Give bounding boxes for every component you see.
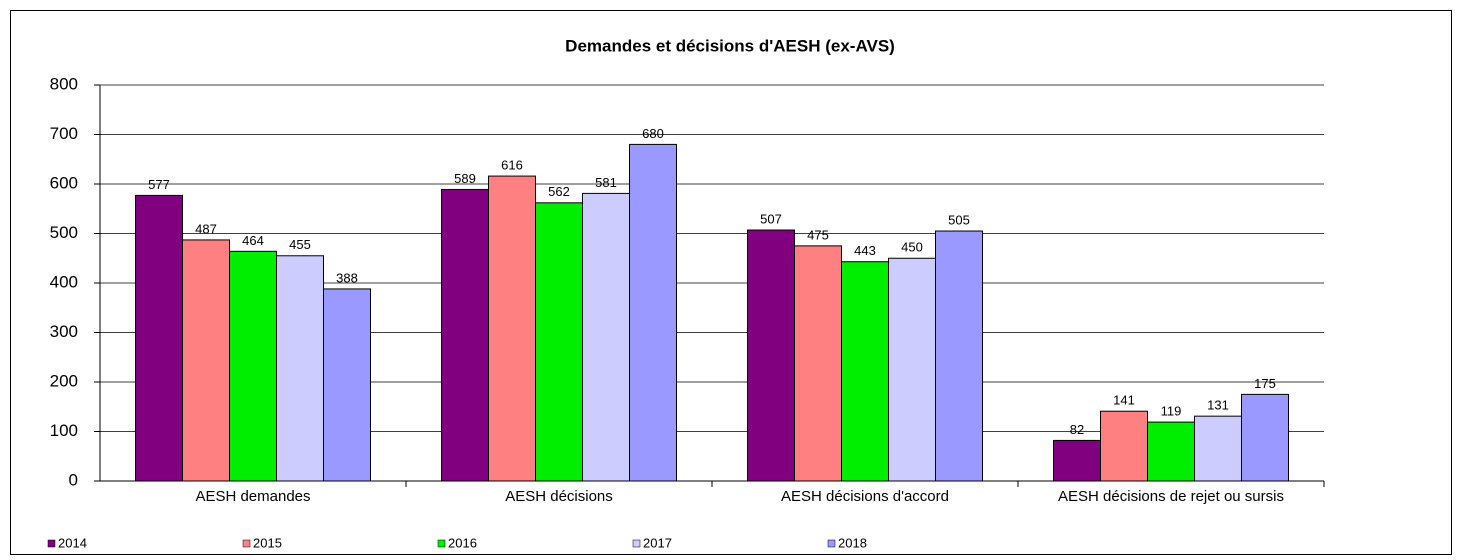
bar bbox=[135, 194, 183, 482]
legend-swatch bbox=[437, 539, 446, 548]
legend-swatch bbox=[827, 539, 836, 548]
x-tick-label: AESH décisions de rejet ou sursis bbox=[1058, 488, 1284, 505]
y-tick-label: 200 bbox=[50, 371, 78, 390]
data-label: 131 bbox=[1207, 398, 1229, 413]
bar bbox=[794, 245, 842, 482]
bar bbox=[441, 188, 489, 482]
bar bbox=[1241, 393, 1289, 482]
data-label: 455 bbox=[289, 237, 311, 252]
data-label: 450 bbox=[901, 240, 923, 255]
bar bbox=[488, 175, 536, 482]
data-label: 388 bbox=[336, 270, 358, 285]
bar bbox=[582, 192, 630, 482]
legend-label: 2014 bbox=[58, 535, 87, 550]
bar bbox=[276, 255, 324, 482]
data-label: 616 bbox=[501, 158, 523, 173]
bar bbox=[1194, 415, 1242, 482]
bar bbox=[1147, 421, 1195, 482]
bar bbox=[535, 202, 583, 482]
data-label: 475 bbox=[807, 227, 829, 242]
legend-swatch bbox=[47, 539, 56, 548]
legend-label: 2016 bbox=[448, 535, 477, 550]
y-tick-label: 700 bbox=[50, 124, 78, 143]
chart-title: Demandes et décisions d'AESH (ex-AVS) bbox=[565, 36, 895, 55]
y-tick-label: 300 bbox=[50, 322, 78, 341]
legend-swatch bbox=[242, 539, 251, 548]
data-label: 141 bbox=[1113, 393, 1135, 408]
x-tick-label: AESH décisions d'accord bbox=[781, 488, 949, 505]
legend-swatch bbox=[632, 539, 641, 548]
data-label: 680 bbox=[642, 126, 664, 141]
data-label: 562 bbox=[548, 184, 570, 199]
bar bbox=[182, 239, 230, 482]
data-label: 82 bbox=[1070, 422, 1084, 437]
legend-label: 2015 bbox=[253, 535, 282, 550]
bar bbox=[229, 250, 277, 482]
legend-label: 2017 bbox=[643, 535, 672, 550]
y-tick-label: 400 bbox=[50, 272, 78, 291]
data-label: 577 bbox=[148, 177, 170, 192]
y-tick-label: 600 bbox=[50, 173, 78, 192]
x-tick-label: AESH décisions bbox=[505, 488, 613, 505]
data-label: 464 bbox=[242, 233, 264, 248]
data-label: 119 bbox=[1161, 404, 1182, 419]
y-tick-label: 800 bbox=[50, 74, 78, 93]
data-label: 175 bbox=[1254, 376, 1276, 391]
bar bbox=[841, 261, 889, 482]
bar bbox=[747, 229, 795, 482]
bar bbox=[323, 288, 371, 482]
data-label: 443 bbox=[854, 243, 876, 258]
y-tick-label: 0 bbox=[69, 470, 78, 489]
data-label: 589 bbox=[454, 171, 476, 186]
bar bbox=[629, 143, 677, 482]
data-label: 507 bbox=[760, 211, 782, 226]
legend-label: 2018 bbox=[838, 535, 867, 550]
bar bbox=[1100, 410, 1148, 482]
y-tick-label: 500 bbox=[50, 223, 78, 242]
bar bbox=[935, 230, 983, 482]
bar bbox=[1053, 439, 1101, 482]
data-label: 505 bbox=[948, 212, 970, 227]
y-tick-label: 100 bbox=[50, 421, 78, 440]
bar bbox=[888, 257, 936, 482]
x-tick-label: AESH demandes bbox=[195, 488, 310, 505]
data-label: 487 bbox=[195, 221, 217, 236]
data-label: 581 bbox=[595, 175, 617, 190]
